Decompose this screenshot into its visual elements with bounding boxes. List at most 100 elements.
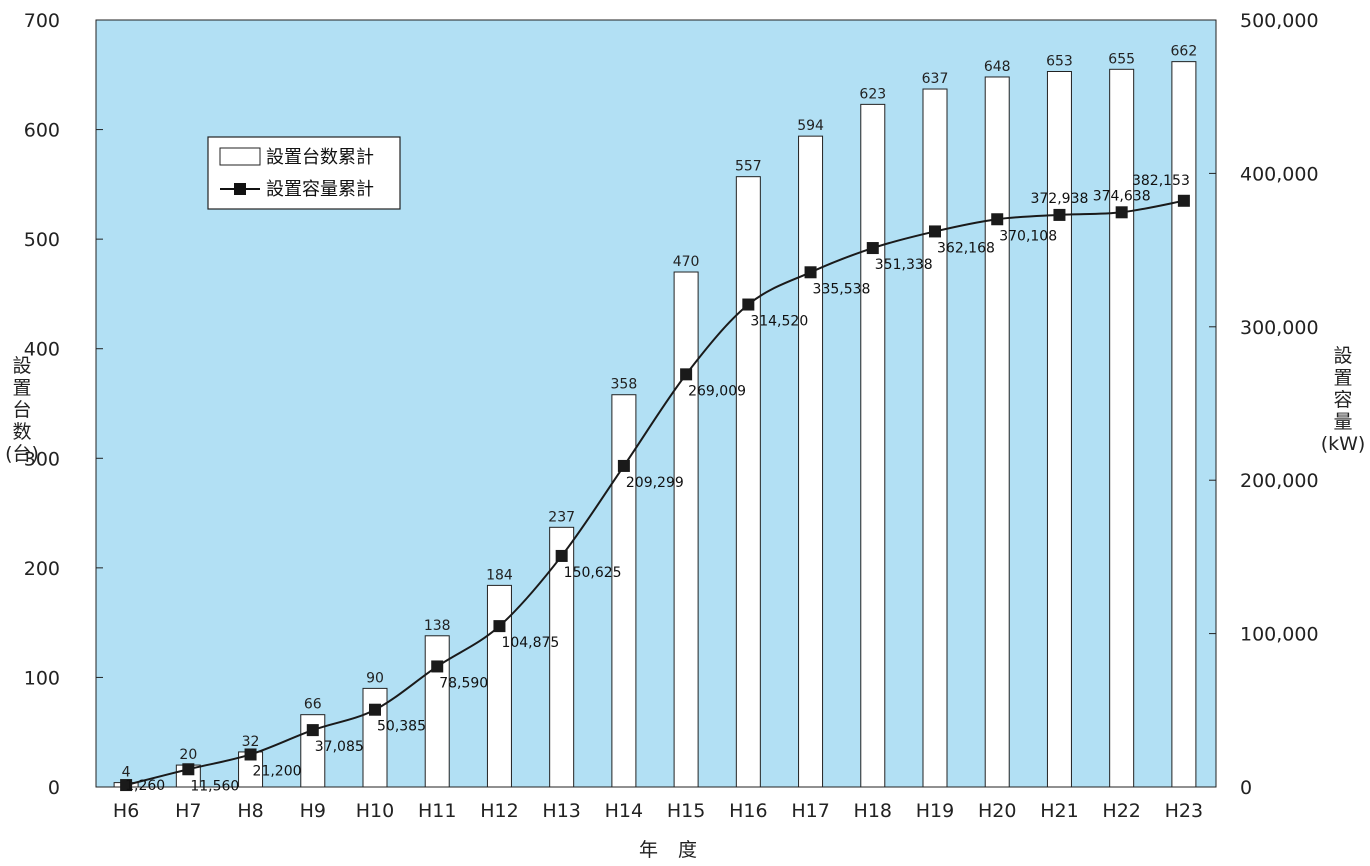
line-value-label: 1,260 bbox=[125, 778, 165, 794]
line-value-label: 209,299 bbox=[626, 475, 684, 491]
bar-value-label: 138 bbox=[424, 618, 451, 634]
x-tick-label: H19 bbox=[916, 800, 954, 822]
bar-H23 bbox=[1171, 61, 1197, 788]
bar-H21 bbox=[1046, 70, 1072, 788]
bar-value-label: 90 bbox=[366, 670, 384, 686]
bar-value-label: 66 bbox=[304, 697, 322, 713]
line-value-label: 372,938 bbox=[1030, 191, 1088, 207]
axis-title-char: 量 bbox=[1333, 411, 1353, 433]
y-right-tick-label: 500,000 bbox=[1240, 10, 1319, 32]
bar-value-label: 557 bbox=[735, 159, 762, 175]
line-marker-H19 bbox=[929, 225, 941, 238]
line-marker-H9 bbox=[306, 724, 319, 737]
line-data-labels: 1,260 11,560 21,200 37,085 50,385 78,590 104,8… bbox=[125, 173, 1190, 794]
y-left-tick-label: 500 bbox=[24, 229, 60, 251]
bar-H15 bbox=[673, 271, 699, 788]
line-marker-H23 bbox=[1177, 194, 1190, 207]
axis-title-char: 台 bbox=[12, 399, 32, 421]
y-left-tick-label: 100 bbox=[24, 667, 60, 689]
line-marker-H12 bbox=[493, 620, 506, 633]
y-left-tick-label: 700 bbox=[24, 10, 60, 32]
bar-H19 bbox=[922, 88, 948, 788]
legend-bar-swatch bbox=[219, 147, 261, 166]
x-axis-title: 年 度 bbox=[639, 839, 697, 861]
x-tick-label: H11 bbox=[418, 800, 456, 822]
axis-title-char: 数 bbox=[12, 421, 32, 443]
x-tick-label: H14 bbox=[605, 800, 643, 822]
x-tick-label: H9 bbox=[300, 800, 326, 822]
bar-H22 bbox=[1109, 68, 1135, 788]
y-left-tick-label: 200 bbox=[24, 558, 60, 580]
line-value-label: 78,590 bbox=[439, 675, 488, 691]
axis-title-char: 置 bbox=[12, 377, 32, 399]
legend-line-label: 設置容量累計 bbox=[266, 179, 374, 200]
line-marker-H6 bbox=[120, 779, 133, 792]
bar-value-label: 184 bbox=[486, 567, 513, 583]
x-tick-label: H15 bbox=[667, 800, 705, 822]
x-tick-label: H22 bbox=[1102, 800, 1140, 822]
line-marker-H21 bbox=[1053, 208, 1066, 221]
x-tick-label: H6 bbox=[113, 800, 139, 822]
bar-H12 bbox=[486, 584, 512, 788]
line-value-label: 37,085 bbox=[315, 739, 364, 755]
line-value-label: 269,009 bbox=[688, 383, 746, 399]
x-tick-label: H16 bbox=[729, 800, 767, 822]
line-marker-H18 bbox=[866, 242, 879, 255]
bar-value-label: 662 bbox=[1171, 44, 1198, 60]
bar-value-label: 623 bbox=[859, 86, 886, 102]
x-tick-label: H23 bbox=[1165, 800, 1203, 822]
line-value-label: 335,538 bbox=[813, 281, 871, 297]
line-series bbox=[120, 194, 1190, 792]
line-value-label: 314,520 bbox=[750, 314, 808, 330]
y-axis-left-title: 設置台数 (台) bbox=[2, 355, 42, 465]
line-value-label: 370,108 bbox=[999, 228, 1057, 244]
axis-title-char: (kW) bbox=[1320, 433, 1366, 455]
axes: 0 100 200 300 400 500 600 700 0 100,000 200,000 300… bbox=[24, 10, 1319, 822]
axis-title-char: 設 bbox=[12, 355, 32, 377]
line-marker-H13 bbox=[555, 549, 568, 562]
x-tick-label: H8 bbox=[237, 800, 263, 822]
y-left-tick-label: 0 bbox=[48, 777, 60, 799]
x-tick-label: H10 bbox=[356, 800, 394, 822]
y-left-tick-label: 600 bbox=[24, 120, 60, 142]
line-marker-H10 bbox=[369, 703, 381, 716]
line-value-label: 104,875 bbox=[501, 635, 559, 651]
line-value-label: 21,200 bbox=[253, 763, 302, 779]
bar-H17 bbox=[798, 135, 824, 788]
line-marker-H17 bbox=[804, 266, 817, 279]
bar-value-label: 653 bbox=[1046, 53, 1073, 69]
line-marker-H7 bbox=[182, 763, 195, 776]
bar-H18 bbox=[860, 103, 886, 788]
y-right-tick-label: 100,000 bbox=[1240, 624, 1319, 646]
bar-H16 bbox=[735, 176, 761, 788]
y-right-tick-label: 200,000 bbox=[1240, 470, 1319, 492]
y-left-tick-label: 400 bbox=[24, 339, 60, 361]
bar-H20 bbox=[984, 76, 1010, 788]
line-marker-H20 bbox=[991, 213, 1004, 226]
bar-value-label: 470 bbox=[673, 254, 700, 270]
line-value-label: 11,560 bbox=[190, 778, 239, 794]
bar-value-label: 594 bbox=[797, 118, 824, 134]
line-marker-H8 bbox=[244, 748, 257, 761]
x-tick-label: H12 bbox=[480, 800, 518, 822]
bar-data-labels: 4 20 32 66 90 138 184 237 358 470 557 594 623 637 648 6… bbox=[122, 44, 1198, 781]
line-value-label: 374,638 bbox=[1093, 188, 1151, 204]
y-right-tick-label: 0 bbox=[1240, 777, 1252, 799]
bar-H10 bbox=[362, 687, 388, 788]
line-marker-H14 bbox=[617, 459, 630, 472]
y-left-tick-label: 300 bbox=[24, 448, 60, 470]
bar-value-label: 655 bbox=[1108, 51, 1135, 67]
legend-line-marker bbox=[234, 183, 246, 195]
y-axis-right-title: 設置容量 (kW) bbox=[1318, 345, 1368, 455]
axis-title-char: 容 bbox=[1333, 389, 1353, 411]
line-value-label: 150,625 bbox=[564, 565, 622, 581]
bar-H11 bbox=[424, 635, 450, 788]
x-tick-label: H21 bbox=[1040, 800, 1078, 822]
bar-value-label: 648 bbox=[984, 59, 1011, 75]
axis-title-char: (台) bbox=[5, 443, 39, 465]
bar-H13 bbox=[549, 526, 575, 788]
legend-bar-label: 設置台数累計 bbox=[266, 147, 374, 168]
line-value-label: 50,385 bbox=[377, 719, 426, 735]
